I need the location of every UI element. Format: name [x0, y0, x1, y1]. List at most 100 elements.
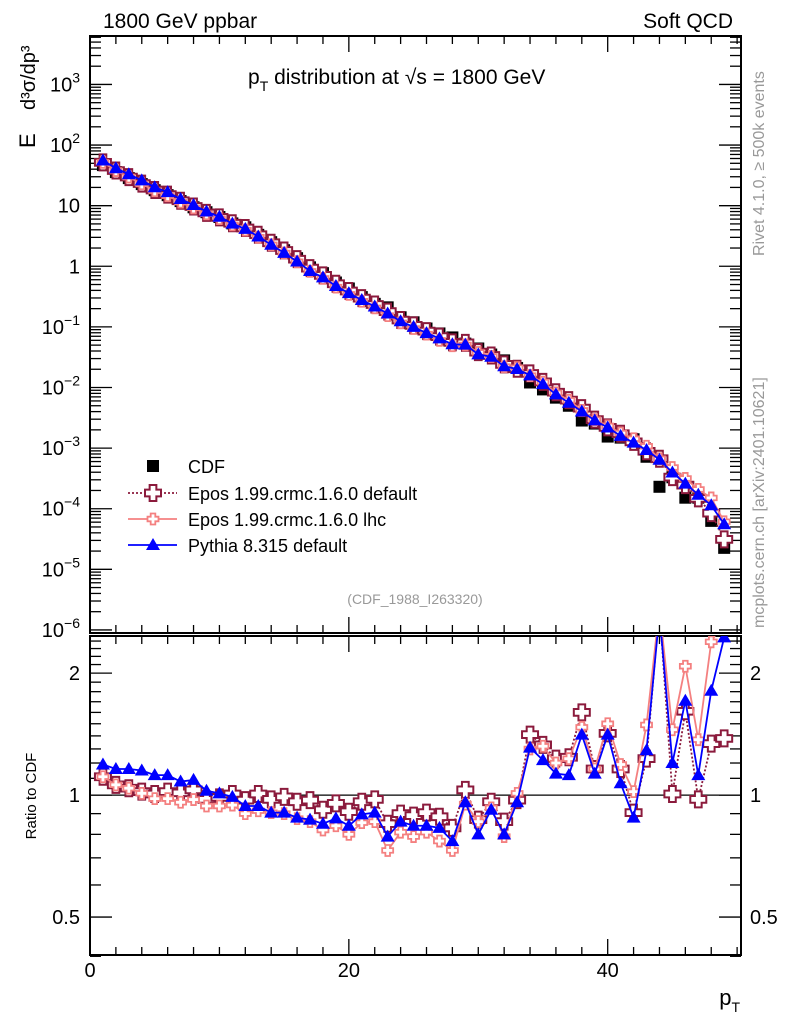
analysis-id: (CDF_1988_I263320)	[347, 591, 482, 607]
x-tick-label: 40	[597, 960, 619, 982]
epos_default-ratio-point	[262, 790, 281, 809]
epos_default-ratio-point	[417, 803, 436, 822]
pythia-ratio-point	[445, 834, 460, 847]
pythia-ratio-point	[717, 636, 732, 643]
title-p: p	[248, 66, 260, 89]
pythia-ratio-point	[173, 774, 188, 787]
y-tick-base: 10	[58, 196, 80, 218]
pythia-main-point	[639, 443, 654, 456]
pythia-ratio-point	[548, 766, 563, 779]
epos_lhc-ratio-point	[654, 602, 665, 613]
y-tick-label: 10−5	[42, 554, 80, 581]
header-right-label: Soft QCD	[643, 10, 733, 33]
y-tick-label: 10−1	[42, 312, 80, 339]
y-tick-base: 10	[42, 317, 64, 339]
epos_default-ratio-point	[326, 794, 345, 813]
ratio-y-tick-label-right: 0.5	[750, 907, 778, 929]
epos_lhc-ratio-point	[407, 830, 420, 843]
pythia-main-point	[600, 420, 615, 433]
cdf-point	[679, 491, 692, 504]
epos_lhc-ratio-point	[109, 778, 123, 792]
pythia-ratio-point	[626, 810, 641, 823]
legend-label: Epos 1.99.crmc.1.6.0 default	[188, 484, 417, 504]
pythia-main-point	[704, 498, 719, 511]
pythia-main-point	[160, 185, 175, 198]
pythia-ratio-point	[458, 795, 473, 808]
pythia-ratio-point	[367, 805, 382, 818]
y-tick-base: 10	[42, 499, 64, 521]
legend-label: Pythia 8.315 default	[188, 536, 347, 556]
x-label-p: p	[719, 985, 731, 1010]
pythia-main-point	[535, 377, 550, 390]
pythia-main-point	[186, 198, 201, 211]
y-tick-exponent: −4	[64, 494, 80, 510]
pythia-ratio-point	[341, 818, 356, 831]
pythia-main-point	[652, 452, 667, 465]
epos_lhc-ratio-point	[719, 615, 730, 626]
epos_default-ratio-point	[663, 785, 682, 804]
epos_lhc-ratio-point	[627, 785, 640, 799]
cdf-point	[575, 414, 588, 427]
pythia-main-point	[264, 237, 279, 250]
pythia-ratio-point	[251, 798, 266, 811]
legend-label: CDF	[188, 457, 225, 477]
cdf-point	[653, 480, 666, 493]
pythia-main-point	[290, 254, 305, 267]
pythia-ratio-point	[290, 810, 305, 823]
x-label-sub: T	[731, 999, 740, 1015]
epos_lhc-ratio-point	[368, 815, 382, 829]
pythia-main-point	[665, 465, 680, 478]
pythia-main-point	[95, 153, 110, 166]
main-data	[93, 153, 734, 554]
pythia-main-point	[691, 487, 706, 500]
y-tick-label: 10	[58, 196, 80, 218]
epos_default-ratio-point	[275, 787, 294, 806]
y-tick-base: 10	[50, 135, 72, 157]
pythia-ratio-point	[212, 786, 227, 799]
epos_default-ratio-point	[313, 800, 332, 819]
pythia-main-point	[367, 299, 382, 312]
epos_lhc-ratio-point	[549, 756, 563, 770]
epos_default-ratio-point	[637, 749, 656, 768]
pythia-ratio-point	[535, 753, 550, 766]
pythia-ratio-point	[354, 807, 369, 820]
pythia-main-point	[121, 167, 136, 180]
epos_default-ratio-point	[301, 791, 320, 810]
epos_lhc-ratio-point	[329, 819, 343, 833]
pythia-main-point	[432, 331, 447, 344]
pythia-main-point	[523, 368, 538, 381]
epos_lhc-ratio-point	[445, 844, 459, 857]
epos_default-main-point	[715, 530, 734, 549]
y-tick-exponent: 2	[72, 130, 80, 146]
pythia-ratio-point	[523, 740, 538, 753]
pythia-main-point	[238, 221, 253, 234]
pythia-ratio-point	[432, 820, 447, 833]
y-label-rest: d³σ/dp³	[18, 45, 40, 110]
pythia-ratio-point	[691, 768, 706, 781]
epos_lhc-ratio-point	[536, 739, 550, 753]
title-rest: distribution at	[268, 66, 405, 89]
mcplots-label: mcplots.cern.ch [arXiv:2401.10621]	[751, 377, 768, 628]
pythia-main-point	[406, 319, 421, 332]
epos_default-ratio-point	[456, 780, 475, 799]
pythia-ratio-point	[303, 812, 318, 825]
epos_lhc-ratio-point	[342, 827, 356, 841]
y-tick-exponent: −5	[64, 554, 80, 570]
y-axis-label: E d³σ/dp³	[15, 45, 40, 148]
header-left-label: 1800 GeV ppbar	[103, 10, 257, 33]
pythia-ratio-point	[587, 766, 602, 779]
y-tick-base: 1	[69, 256, 80, 278]
pythia-main-point	[613, 428, 628, 441]
pythia-ratio-point	[225, 789, 240, 802]
title-sqrt: √s = 1800 GeV	[405, 66, 546, 89]
pythia-ratio-point	[95, 757, 110, 770]
pythia-main-point	[574, 404, 589, 417]
epos_lhc-ratio-point	[562, 752, 576, 766]
y-tick-label: 10−3	[42, 433, 80, 460]
pythia-main-point	[303, 264, 318, 277]
pythia-ratio-point	[574, 727, 589, 740]
epos_lhc-ratio-point	[433, 834, 446, 848]
ratio-y-tick-label-left: 1	[69, 785, 80, 807]
epos_lhc-ratio-point	[225, 798, 239, 812]
